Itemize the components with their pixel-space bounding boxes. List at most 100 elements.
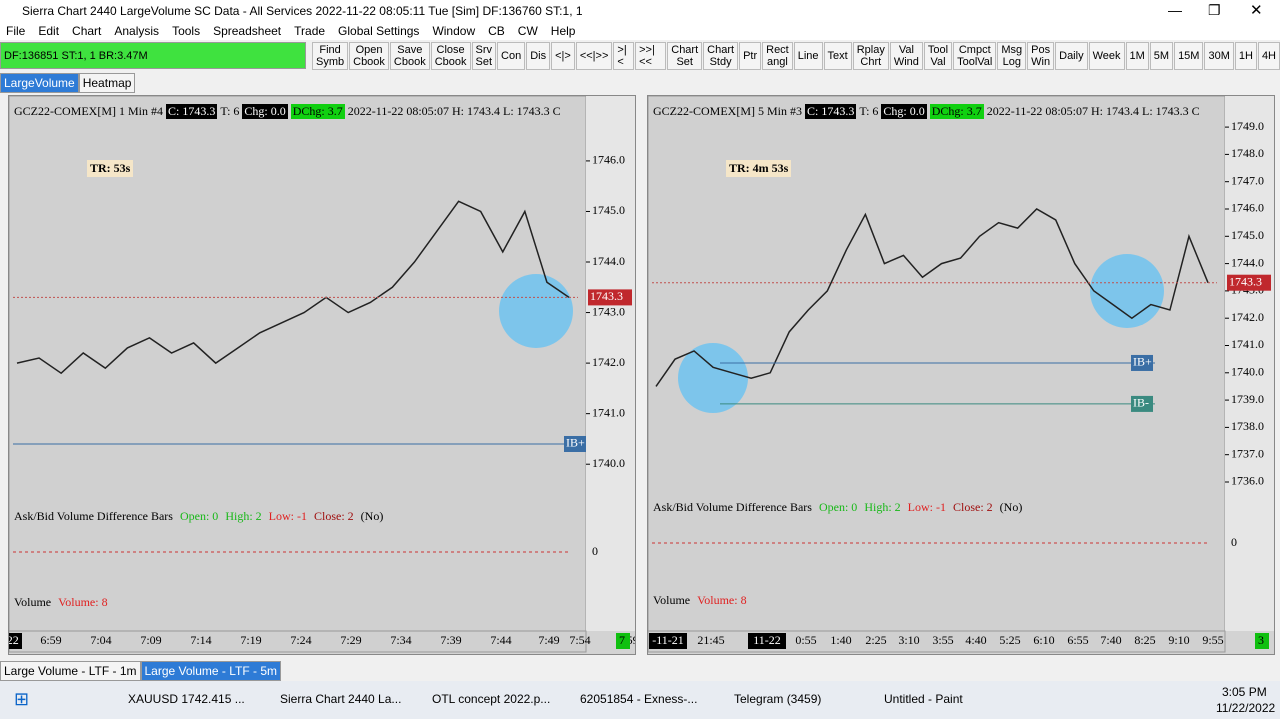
button-label: Dis [530,50,547,62]
toolbar-button[interactable]: 15M [1174,42,1204,70]
y-tick-label: 1745.0 [592,203,625,217]
y-tick-label: 1740.0 [1231,365,1264,379]
x-tick-label: 1:40 [830,633,851,647]
button-label: Symb [316,56,345,68]
button-label: Open [355,44,383,56]
toolbar-button[interactable]: >>|<< [635,42,667,70]
y-tick-label: 1736.0 [1231,474,1264,488]
study-header: Ask/Bid Volume Difference Bars Open: 0 Hig… [14,509,383,524]
tab[interactable]: LargeVolume [0,73,79,93]
taskbar: ⊞ 3:05 PM 11/22/2022 XAUUSD 1742.415 ...… [0,681,1280,719]
button-label: Con [501,50,522,62]
button-label: Wind [893,56,919,68]
toolbar-button[interactable]: Open Cbook [349,42,389,70]
taskbar-item[interactable]: Untitled - Paint [884,692,963,706]
toolbar-button[interactable]: Con [497,42,526,70]
toolbar-button[interactable]: 1M [1125,42,1149,70]
menu-item[interactable]: Edit [38,24,60,38]
button-label: Chart [707,44,735,56]
maximize[interactable]: ❐ [1208,2,1221,18]
toolbar-button[interactable]: 5M [1149,42,1174,70]
toolbar-button[interactable]: Srv Set [471,42,497,70]
taskbar-item[interactable]: XAUUSD 1742.415 ... [128,692,245,706]
menu-item[interactable]: Global Settings [338,24,420,38]
taskbar-item[interactable]: OTL concept 2022.p... [432,692,551,706]
toolbar-button[interactable]: Cmpct ToolVal [953,42,997,70]
tab[interactable]: Large Volume - LTF - 5m [140,661,281,681]
button-label: Cbook [393,56,426,68]
header-field: GCZ22-COMEX[M] 5 Min #3 [653,104,802,118]
toolbar-button[interactable]: Dis [526,42,551,70]
button-label: 1M [1129,50,1145,62]
taskbar-item[interactable]: 62051854 - Exness-... [580,692,698,706]
taskbar-item[interactable]: Sierra Chart 2440 La... [280,692,402,706]
tab[interactable]: Heatmap [78,73,136,93]
toolbar-button[interactable]: 1H [1234,42,1257,70]
button-label: Set [676,56,693,68]
volume-bubble [499,274,573,348]
button-label: Daily [1059,50,1084,62]
toolbar-button[interactable]: Close Cbook [430,42,471,70]
toolbar-button[interactable]: Week [1088,42,1125,70]
start-button[interactable]: ⊞ [14,689,30,709]
title-bar: Sierra Chart 2440 LargeVolume SC Data - … [0,0,1280,22]
menu-item[interactable]: Tools [172,24,201,38]
header-field: Chg: 0.0 [881,104,927,119]
tab[interactable]: Large Volume - LTF - 1m [0,661,141,681]
toolbar-button[interactable]: Tool Val [923,42,953,70]
toolbar-button[interactable]: Daily [1055,42,1088,70]
x-tick-label: -11-21 [652,633,684,647]
chart-canvas: 1749.0 1748.0 1747.0 1746.0 1745.0 1744.0 1743… [648,96,1274,653]
corner-label: 7 [619,633,625,647]
y-tick-label: 1747.0 [1231,173,1264,187]
button-label: Cbook [353,56,385,68]
x-axis [9,630,587,653]
y-tick-label: 1741.0 [592,405,625,419]
toolbar-button[interactable]: 4H [1257,42,1280,70]
study-zero-label: 0 [592,544,598,558]
menu-item[interactable]: CW [517,24,538,38]
chart-pane: 1746.0 1745.0 1744.0 1743.0 1742.0 1741.0 1740… [8,95,636,655]
button-label: Text [827,50,848,62]
menu-item[interactable]: CB [488,24,505,38]
menu-item[interactable]: Spreadsheet [213,24,282,38]
toolbar-button[interactable]: Rect angl [762,42,793,70]
x-tick-label: 4:40 [965,633,986,647]
menu-item[interactable]: Help [550,24,576,38]
menu-item[interactable]: Window [432,24,476,38]
toolbar-button[interactable]: Msg Log [997,42,1027,70]
level-tag [564,435,586,452]
toolbar-button[interactable]: Chart Stdy [703,42,739,70]
toolbar-button[interactable]: >|< [613,42,635,70]
menu-item[interactable]: Chart [72,24,102,38]
close[interactable]: ✕ [1250,2,1263,19]
toolbar-button[interactable]: Text [823,42,852,70]
toolbar-button[interactable]: Pos Win [1027,42,1055,70]
chart-pane: 1749.0 1748.0 1747.0 1746.0 1745.0 1744.0 1743… [647,95,1275,655]
button-label: Find [319,44,341,56]
button-label: Save [397,44,423,56]
menu-item[interactable]: File [6,24,26,38]
toolbar-button[interactable]: <<|>> [575,42,613,70]
x-tick-label: 2:25 [865,633,886,647]
x-tick-label: 7:39 [440,633,461,647]
toolbar-button[interactable]: 30M [1204,42,1234,70]
status-box: DF:136851 ST:1, 1 BR:3.47M [0,42,306,69]
toolbar-button[interactable]: Save Cbook [389,42,430,70]
header-field: GCZ22-COMEX[M] 1 Min #4 [14,104,163,118]
toolbar-button[interactable]: Val Wind [889,42,923,70]
study-field: Low: -1 [907,500,946,514]
toolbar-button[interactable]: <|> [551,42,575,70]
toolbar-button[interactable]: Rplay Chrt [852,42,889,70]
minimize[interactable]: — [1168,2,1182,18]
toolbar-button[interactable]: Line [793,42,823,70]
menu-item[interactable]: Trade [294,24,326,38]
toolbar-button[interactable]: Chart Set [667,42,703,70]
corner-box [1255,633,1269,649]
toolbar-button[interactable]: Find Symb [312,42,349,70]
button-label: >>|<< [639,44,655,68]
taskbar-item[interactable]: Telegram (3459) [734,692,822,706]
bottom-tabs: Large Volume - LTF - 1m Large Volume - LT… [0,661,281,681]
toolbar-button[interactable]: Ptr [739,42,762,70]
menu-item[interactable]: Analysis [114,24,160,38]
